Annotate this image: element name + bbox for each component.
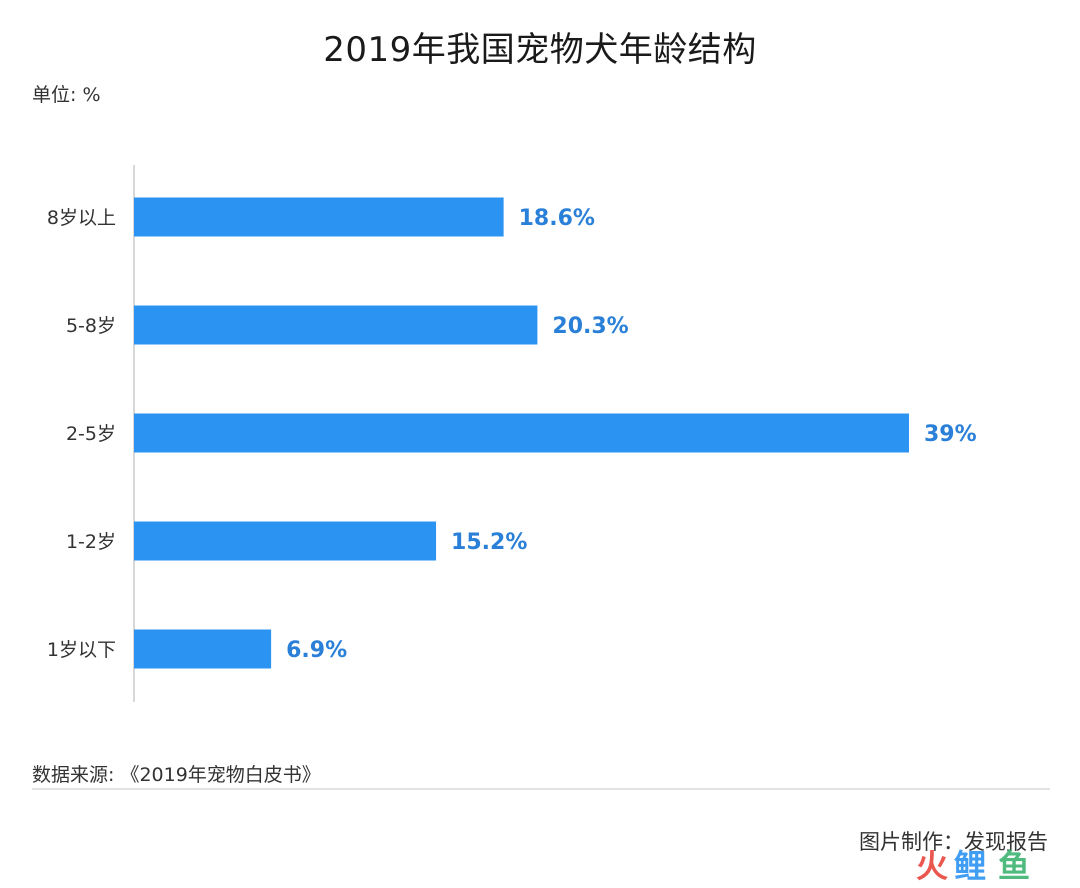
bars-group: 8岁以上 18.6% 5-8岁 20.3% 2-5岁 39% 1-2岁 15.2% 1岁以下 6.…: [47, 197, 977, 669]
bar: [134, 521, 437, 561]
bar: [134, 305, 538, 345]
bar: [134, 629, 272, 669]
svg-text:鲤: 鲤: [954, 847, 986, 883]
bar: [134, 413, 909, 453]
svg-text:鱼: 鱼: [998, 847, 1030, 883]
image-credit: 图片制作：发现报告: [859, 830, 1048, 854]
footer-divider: [32, 788, 1050, 790]
category-label: 1-2岁: [66, 531, 116, 553]
data-source: 数据来源: 《2019年宠物白皮书》: [32, 764, 321, 786]
data-label: 6.9%: [286, 638, 347, 663]
data-label: 15.2%: [451, 530, 527, 555]
category-label: 1岁以下: [47, 639, 116, 661]
watermark-logo: 火 鲤 鱼: [916, 847, 1030, 883]
category-label: 2-5岁: [66, 423, 116, 445]
data-label: 18.6%: [519, 206, 595, 231]
unit-label: 单位: %: [32, 84, 101, 106]
bar: [134, 197, 504, 237]
category-label: 5-8岁: [66, 315, 116, 337]
data-label: 20.3%: [552, 314, 628, 339]
data-label: 39%: [924, 422, 977, 447]
svg-text:火: 火: [916, 847, 948, 883]
chart-title: 2019年我国宠物犬年龄结构: [323, 30, 757, 70]
category-label: 8岁以上: [47, 207, 116, 229]
